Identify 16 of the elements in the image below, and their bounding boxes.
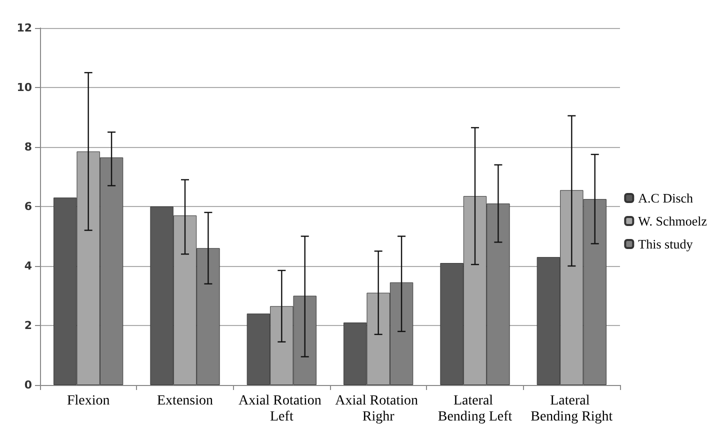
- legend-label: A.C Disch: [638, 190, 694, 206]
- x-tick-label: Axial Rotation Left: [238, 394, 325, 424]
- y-tick-label: 8: [24, 140, 32, 154]
- x-tick-label: Axial Rotation Righr: [335, 394, 422, 424]
- x-tick-label: Lateral Bending Left: [438, 394, 512, 424]
- y-tick-label: 0: [24, 378, 32, 392]
- legend-label: W. Schmoelz: [638, 214, 708, 228]
- legend-label: This study: [638, 236, 694, 252]
- y-tick-label: 2: [24, 319, 32, 332]
- y-tick-label: 4: [24, 260, 32, 272]
- y-tick-label: 12: [16, 22, 32, 34]
- y-tick-label: 10: [16, 81, 32, 94]
- x-tick-label: Flexion: [66, 394, 110, 408]
- y-tick-label: 6: [24, 200, 32, 213]
- x-tick-label: Lateral Bending Right: [530, 394, 613, 424]
- x-tick-label: Extension: [157, 394, 213, 408]
